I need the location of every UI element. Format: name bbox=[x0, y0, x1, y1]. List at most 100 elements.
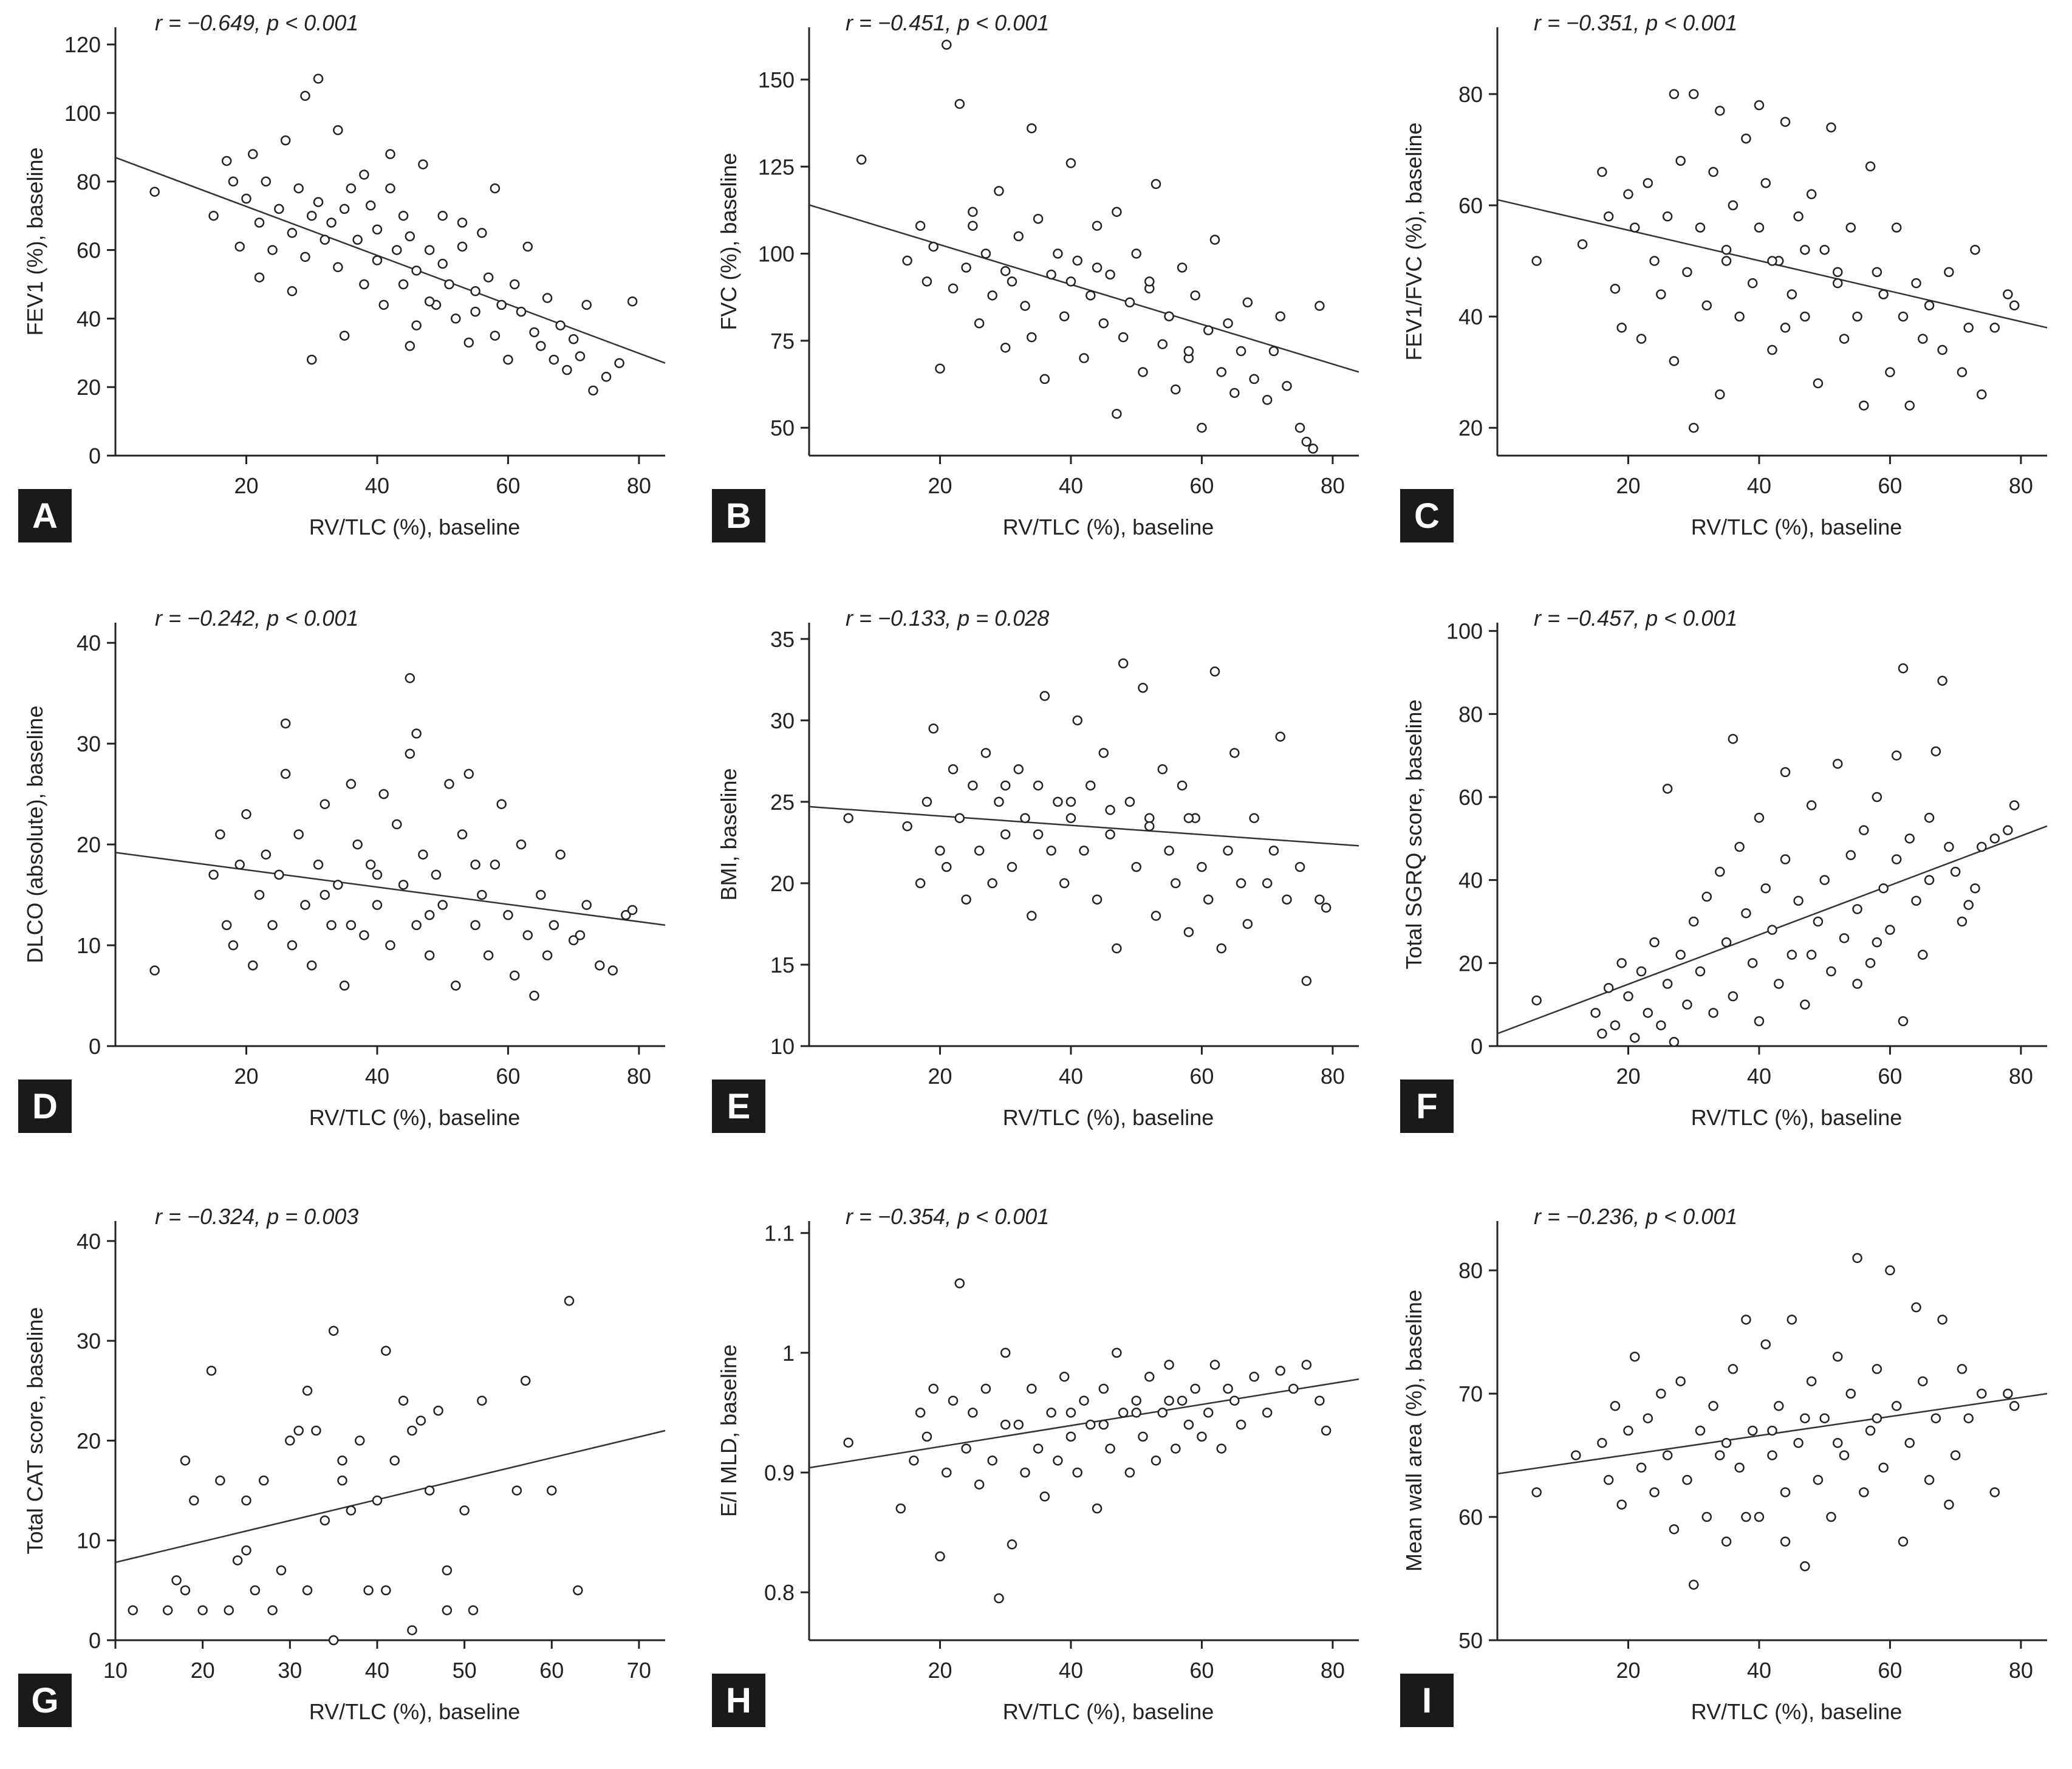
data-point bbox=[1721, 1536, 1732, 1547]
data-point bbox=[1845, 850, 1856, 860]
x-tick-label: 40 bbox=[1059, 1658, 1083, 1683]
data-point bbox=[1164, 846, 1174, 856]
data-point bbox=[1872, 937, 1882, 948]
y-tick-label: 1.1 bbox=[764, 1221, 795, 1246]
data-point bbox=[1819, 1413, 1830, 1423]
data-point bbox=[1918, 950, 1928, 960]
data-point bbox=[2003, 289, 2013, 299]
data-point bbox=[328, 1635, 339, 1646]
data-point bbox=[1688, 916, 1699, 927]
data-point bbox=[1288, 1383, 1299, 1394]
data-point bbox=[1020, 813, 1030, 823]
x-axis-label: RV/TLC (%), baseline bbox=[1691, 515, 1902, 539]
data-point bbox=[359, 279, 369, 290]
data-point bbox=[549, 920, 559, 931]
y-tick-label: 125 bbox=[758, 154, 795, 179]
data-point bbox=[1852, 311, 1862, 322]
x-tick-label: 40 bbox=[1747, 1658, 1771, 1683]
data-point bbox=[1662, 211, 1673, 222]
data-point bbox=[509, 970, 520, 981]
data-point bbox=[437, 900, 448, 910]
data-point bbox=[470, 860, 480, 870]
data-point bbox=[1885, 367, 1895, 377]
data-point bbox=[1656, 1020, 1666, 1031]
data-point bbox=[490, 860, 501, 870]
data-point bbox=[1124, 297, 1135, 308]
data-point bbox=[895, 1503, 906, 1514]
data-point bbox=[1728, 734, 1739, 744]
data-point bbox=[1963, 900, 1974, 910]
data-point bbox=[1616, 958, 1627, 968]
data-point bbox=[1610, 1401, 1621, 1411]
data-point bbox=[1131, 861, 1141, 872]
data-point bbox=[477, 228, 487, 238]
data-point bbox=[1721, 244, 1732, 255]
data-point bbox=[1059, 878, 1070, 889]
regression-line bbox=[809, 806, 1359, 847]
data-point bbox=[437, 258, 448, 269]
panel-d: 20 40 60 80 0 10 20 30 40 r = −0.242, p < 0.001 RV… bbox=[18, 606, 666, 1133]
data-point bbox=[1531, 995, 1542, 1006]
data-point bbox=[935, 363, 945, 374]
data-point bbox=[280, 718, 291, 729]
data-point bbox=[407, 1625, 417, 1635]
x-tick-label: 40 bbox=[1059, 1064, 1083, 1089]
data-point bbox=[457, 829, 468, 840]
data-point bbox=[1138, 682, 1148, 693]
y-tick-label: 40 bbox=[1458, 304, 1483, 329]
data-point bbox=[547, 1485, 557, 1496]
data-point bbox=[333, 880, 343, 890]
data-point bbox=[1046, 1408, 1056, 1418]
data-point bbox=[1131, 1395, 1141, 1406]
x-tick-label: 60 bbox=[1189, 1658, 1214, 1683]
data-point bbox=[1780, 117, 1791, 127]
data-point bbox=[1780, 1487, 1791, 1497]
data-point bbox=[1033, 780, 1044, 791]
data-point bbox=[398, 210, 409, 221]
data-point bbox=[276, 1565, 287, 1576]
y-tick-label: 40 bbox=[77, 1229, 101, 1254]
y-tick-label: 20 bbox=[77, 1428, 101, 1453]
data-point bbox=[221, 920, 232, 931]
y-axis-label: Mean wall area (%), baseline bbox=[1401, 1290, 1426, 1572]
data-point bbox=[1911, 278, 1921, 289]
data-point bbox=[333, 262, 343, 273]
data-point bbox=[254, 889, 265, 900]
data-point bbox=[250, 1585, 261, 1596]
data-point bbox=[411, 920, 422, 931]
data-point bbox=[1315, 301, 1325, 311]
y-tick-label: 40 bbox=[77, 631, 101, 655]
data-point bbox=[1741, 908, 1751, 919]
data-point bbox=[1891, 1401, 1902, 1411]
data-point bbox=[1171, 878, 1181, 889]
data-point bbox=[1957, 367, 1968, 377]
regression-line bbox=[809, 204, 1359, 373]
data-point bbox=[2009, 800, 2020, 810]
data-point bbox=[221, 156, 232, 166]
data-point bbox=[398, 1395, 409, 1406]
data-point bbox=[1852, 1253, 1862, 1264]
data-point bbox=[1065, 1408, 1076, 1418]
data-point bbox=[385, 940, 395, 951]
data-point bbox=[287, 940, 298, 951]
data-point bbox=[1767, 1450, 1777, 1460]
panel-badge bbox=[1400, 1674, 1454, 1727]
data-point bbox=[1171, 384, 1181, 395]
data-point bbox=[1151, 911, 1161, 921]
data-point bbox=[1157, 764, 1168, 775]
x-tick-label: 20 bbox=[928, 1064, 952, 1089]
data-point bbox=[418, 849, 428, 860]
data-point bbox=[1013, 231, 1024, 242]
y-tick-label: 0.9 bbox=[764, 1460, 795, 1485]
data-point bbox=[1236, 878, 1246, 889]
data-point bbox=[365, 200, 376, 211]
data-point bbox=[1754, 1511, 1765, 1522]
data-point bbox=[536, 889, 546, 900]
panel-badge bbox=[18, 1080, 72, 1133]
stat-annotation: r = −0.242, p < 0.001 bbox=[155, 606, 358, 631]
data-point bbox=[1734, 1462, 1745, 1473]
data-point bbox=[961, 894, 971, 905]
data-point bbox=[1301, 976, 1312, 987]
data-point bbox=[496, 799, 507, 809]
data-point bbox=[968, 1408, 978, 1418]
